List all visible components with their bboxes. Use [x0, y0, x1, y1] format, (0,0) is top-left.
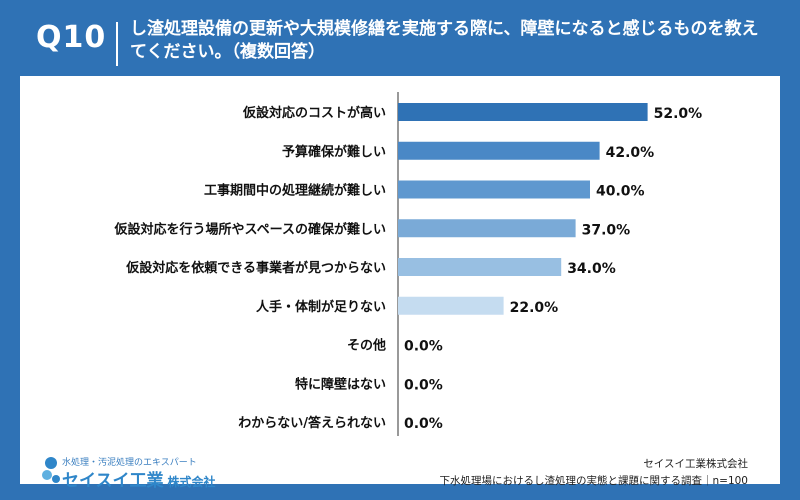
value-label: 37.0%: [582, 222, 631, 238]
value-label: 0.0%: [404, 377, 443, 393]
header-divider: [116, 22, 118, 66]
source-company: セイスイ工業株式会社: [643, 458, 748, 470]
category-label: 仮設対応のコストが高い: [242, 105, 386, 121]
bar: [398, 180, 590, 199]
water-drop-logo-icon: [42, 457, 60, 483]
bar: [398, 103, 648, 121]
category-label: わからない/答えられない: [238, 415, 386, 431]
bar: [398, 258, 562, 276]
category-label: 仮設対応を依頼できる事業者が見つからない: [125, 260, 386, 276]
category-label: 特に障壁はない: [295, 376, 386, 392]
logo-company-name: セイスイ工業: [62, 471, 164, 491]
value-label: 40.0%: [596, 184, 645, 200]
category-label: 仮設対応を行う場所やスペースの確保が難しい: [114, 221, 386, 237]
question-header: Q10 し渣処理設備の更新や大規模修繕を実施する際に、障壁になると感じるものを教…: [0, 0, 800, 76]
category-label: その他: [347, 338, 386, 354]
value-label: 34.0%: [567, 261, 616, 277]
value-label: 0.0%: [404, 416, 443, 432]
value-label: 22.0%: [510, 300, 559, 316]
chart-panel: 仮設対応のコストが高い 52.0% 予算確保が難しい 42.0% 工事期間中の処理継続が…: [20, 76, 780, 484]
bar-chart: 仮設対応のコストが高い 52.0% 予算確保が難しい 42.0% 工事期間中の処理継続が…: [114, 92, 703, 436]
logo-name: セイスイ工業 株式会社: [62, 466, 216, 491]
value-label: 0.0%: [404, 339, 443, 355]
category-label: 工事期間中の処理継続が難しい: [204, 183, 386, 199]
source-survey: 下水処理場におけるし渣処理の実態と課題に関する調査｜n=100: [439, 475, 749, 487]
value-label: 42.0%: [606, 145, 655, 161]
bar: [398, 296, 504, 315]
question-number: Q10: [36, 20, 107, 55]
category-label: 人手・体制が足りない: [256, 299, 386, 315]
logo-tagline: 水処理・汚泥処理のエキスパート: [62, 458, 197, 468]
bar: [398, 219, 576, 238]
logo-company-suffix: 株式会社: [167, 475, 216, 489]
category-label: 予算確保が難しい: [282, 144, 386, 160]
question-text: し渣処理設備の更新や大規模修繕を実施する際に、障壁になると感じるものを教えてくだ…: [130, 19, 759, 62]
value-label: 52.0%: [654, 106, 703, 122]
bar: [398, 141, 600, 160]
source-note: セイスイ工業株式会社 下水処理場におけるし渣処理の実態と課題に関する調査｜n=1…: [440, 456, 749, 490]
